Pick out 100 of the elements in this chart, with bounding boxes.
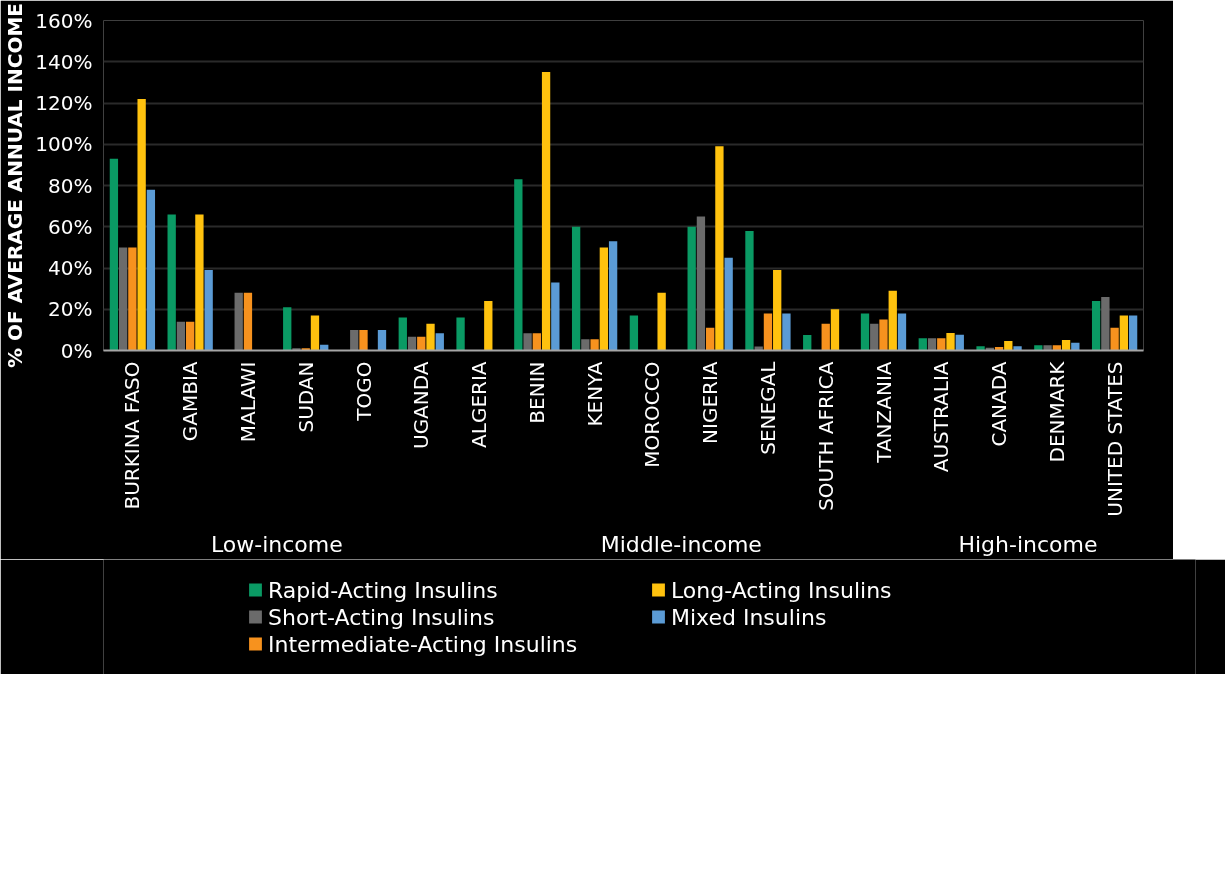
bar — [1110, 327, 1119, 351]
bar — [599, 247, 609, 351]
bar — [830, 309, 840, 351]
text: Low-income — [210, 531, 343, 557]
y-tick-label: 80% — [48, 173, 93, 198]
bar — [657, 292, 666, 351]
bar — [407, 336, 417, 351]
bar — [1091, 301, 1101, 351]
x-tick-label: SENEGAL — [755, 360, 780, 455]
bar — [608, 241, 618, 351]
bar — [937, 338, 946, 351]
bar — [581, 339, 590, 351]
x-tick-label: AUSTRALIA — [929, 361, 954, 473]
bar — [109, 158, 119, 351]
bar — [571, 226, 581, 351]
bar — [1128, 315, 1138, 351]
x-tick-label: CANADA — [987, 361, 1012, 447]
x-tick-label: KENYA — [582, 361, 607, 427]
bar — [359, 329, 368, 351]
bar — [1034, 345, 1043, 351]
legend-label: Long-Acting Insulins — [671, 577, 893, 602]
y-tick-label: 140% — [35, 49, 93, 74]
bar — [310, 315, 320, 351]
bar — [176, 321, 186, 351]
bar — [456, 317, 465, 351]
bar — [146, 189, 156, 351]
y-tick-label: 120% — [35, 91, 93, 115]
y-axis-title: % OF AVERAGE ANNUAL INCOME — [3, 3, 28, 368]
bar — [204, 270, 213, 351]
bar — [860, 313, 870, 351]
bar — [484, 301, 493, 351]
bar — [514, 179, 523, 351]
legend-label: Short-Acting Insulins — [268, 604, 496, 629]
x-tick-label: TANZANIA — [871, 361, 896, 464]
bar — [195, 214, 204, 351]
bar — [927, 338, 937, 351]
bar — [888, 290, 897, 351]
x-tick-label: UNITED STATES — [1102, 361, 1127, 517]
y-tick-label: 100% — [35, 132, 93, 157]
bar — [773, 270, 782, 351]
bar — [167, 214, 176, 351]
bar — [137, 98, 146, 351]
bar — [687, 226, 696, 351]
x-tick-label: ALGERIA — [467, 361, 492, 448]
bar — [696, 216, 706, 351]
bar — [128, 247, 137, 351]
x-tick-label: NIGERIA — [698, 361, 723, 444]
bar — [803, 335, 812, 351]
bar — [897, 313, 907, 351]
bar — [186, 321, 195, 351]
y-tick-label: 20% — [48, 297, 93, 322]
bar — [870, 323, 879, 351]
bar — [782, 313, 791, 351]
bar — [532, 333, 541, 351]
bar — [1004, 341, 1013, 351]
text: Middle-income — [600, 531, 762, 557]
bar — [1061, 339, 1071, 351]
text: High-income — [958, 531, 1098, 557]
bar — [821, 323, 830, 351]
bar — [745, 230, 754, 351]
legend-label: Intermediate-Acting Insulins — [268, 631, 579, 656]
bar — [398, 317, 407, 351]
bar — [417, 336, 426, 351]
bar — [955, 334, 964, 351]
bar — [377, 329, 387, 351]
bar — [724, 257, 733, 351]
bar — [590, 339, 599, 351]
bar — [1013, 346, 1022, 351]
bar — [541, 72, 551, 351]
legend-label: Mixed Insulins — [671, 604, 828, 629]
y-tick-label: 40% — [48, 256, 93, 280]
x-tick-label: UGANDA — [409, 361, 434, 450]
bar — [629, 315, 639, 351]
y-tick-label: 0% — [60, 338, 93, 363]
y-tick-label: 160% — [35, 8, 93, 33]
bar — [426, 323, 435, 351]
bar — [283, 307, 292, 351]
bar — [234, 292, 243, 351]
x-tick-label: BURKINA FASO — [120, 361, 145, 510]
bar — [946, 332, 955, 351]
x-tick-label: TOGO — [351, 361, 376, 422]
bar — [706, 327, 715, 351]
bar — [754, 346, 763, 351]
bar — [976, 346, 985, 351]
bar — [243, 292, 253, 351]
x-tick-label: DENMARK — [1044, 360, 1069, 463]
bar — [1052, 345, 1061, 351]
bar — [551, 282, 560, 351]
y-tick-label: 60% — [48, 214, 93, 239]
bar — [879, 319, 888, 351]
legend-label: Rapid-Acting Insulins — [268, 577, 499, 602]
bar — [1119, 315, 1129, 351]
x-tick-label: MALAWI — [235, 361, 260, 443]
bar — [918, 338, 927, 351]
bar — [1101, 296, 1110, 351]
bar — [763, 313, 773, 351]
bar — [118, 247, 128, 351]
x-tick-label: BENIN — [524, 361, 549, 424]
bar — [350, 329, 359, 351]
bar — [1043, 345, 1052, 351]
